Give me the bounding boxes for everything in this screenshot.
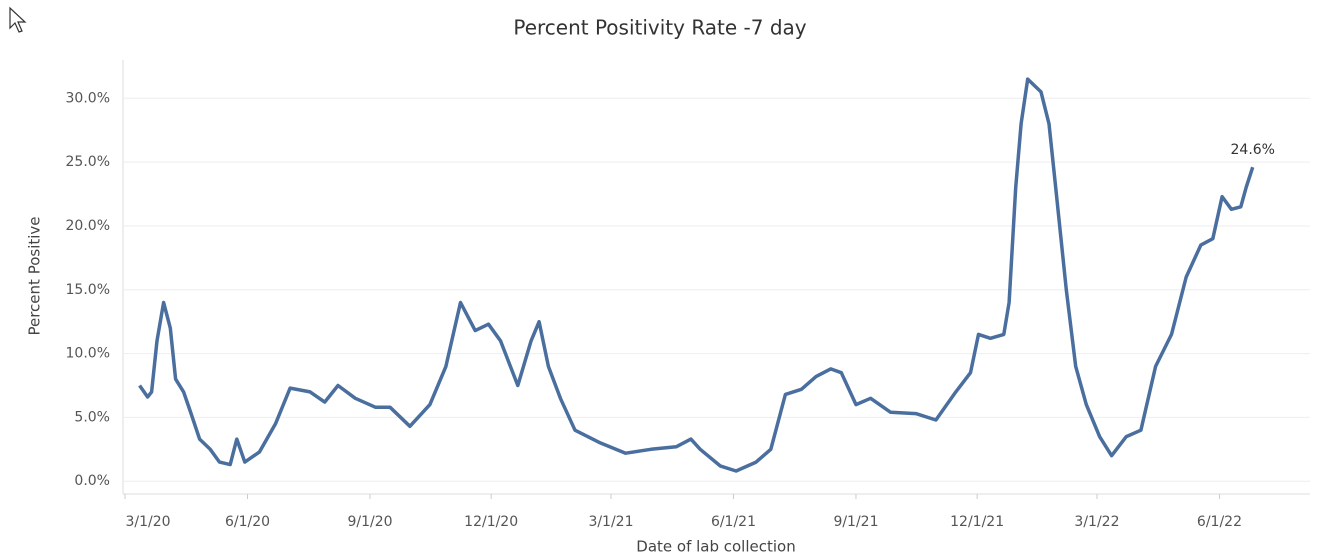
- x-tick-label: 12/1/20: [464, 514, 518, 530]
- x-tick-label: 6/1/21: [711, 514, 756, 530]
- y-tick-label: 0.0%: [74, 473, 110, 489]
- x-tick-label: 3/1/20: [125, 514, 170, 530]
- y-axis-title: Percent Positive: [26, 216, 44, 335]
- x-tick-label: 3/1/22: [1074, 514, 1119, 530]
- y-tick-label: 20.0%: [66, 218, 110, 234]
- line: [138, 77, 1255, 473]
- x-tick-label: 12/1/21: [950, 514, 1004, 530]
- data-label: 24.6%: [1231, 142, 1275, 158]
- y-tick-label: 10.0%: [66, 346, 110, 362]
- x-tick-label: 9/1/20: [347, 514, 392, 530]
- x-tick-label: 6/1/22: [1197, 514, 1242, 530]
- chart-title: Percent Positivity Rate -7 day: [513, 16, 806, 40]
- y-tick-label: 5.0%: [74, 409, 110, 425]
- x-tick-label: 9/1/21: [833, 514, 878, 530]
- y-tick-label: 25.0%: [66, 154, 110, 170]
- x-axis-title: Date of lab collection: [636, 538, 795, 556]
- x-tick-label: 3/1/21: [588, 514, 633, 530]
- x-tick-label: 6/1/20: [225, 514, 270, 530]
- y-tick-label: 15.0%: [66, 282, 110, 298]
- cursor: [9, 6, 27, 33]
- y-tick-label: 30.0%: [66, 90, 110, 106]
